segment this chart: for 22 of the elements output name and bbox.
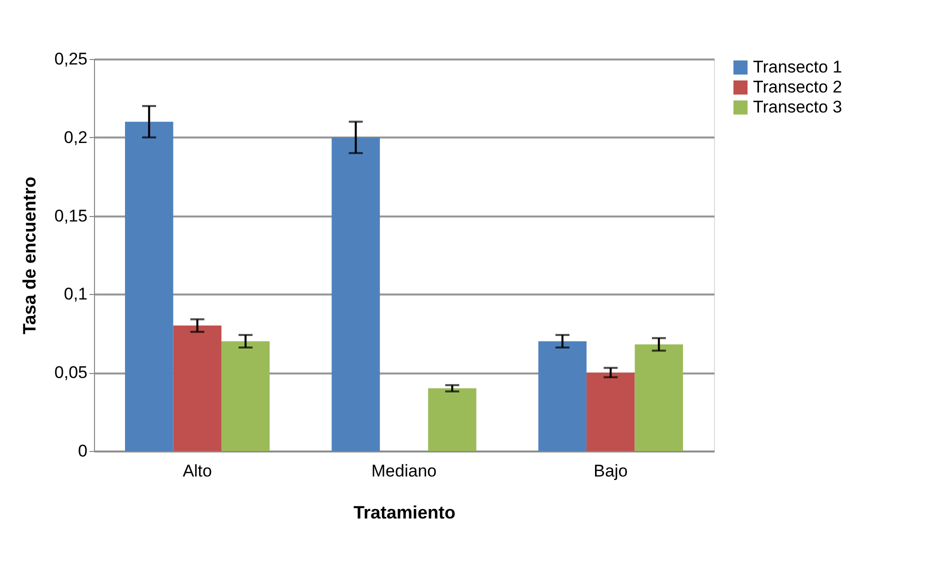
legend-label: Transecto 2	[753, 78, 842, 96]
bar	[221, 341, 270, 451]
bar	[125, 122, 174, 451]
bar	[634, 344, 683, 451]
y-tick-label: 0,05	[54, 363, 88, 382]
y-axis-title: Tasa de encuentro	[19, 176, 40, 334]
y-tick-label: 0	[78, 442, 88, 460]
y-tick-label: 0,2	[64, 128, 88, 147]
y-tick-label: 0,1	[64, 284, 88, 304]
y-tick-label: 0,15	[54, 206, 88, 226]
bar	[586, 372, 635, 451]
bar	[332, 137, 380, 451]
bar	[428, 388, 476, 451]
x-axis-title: Tratamiento	[353, 502, 456, 522]
x-tick-label: Alto	[182, 462, 212, 480]
legend-label: Transecto 1	[753, 58, 842, 76]
bar	[173, 326, 222, 451]
bar	[538, 341, 587, 451]
y-tick-label: 0,25	[54, 50, 88, 68]
legend-label: Transecto 3	[753, 98, 842, 116]
x-tick-label: Bajo	[594, 462, 628, 480]
x-tick-label: Mediano	[371, 462, 437, 480]
